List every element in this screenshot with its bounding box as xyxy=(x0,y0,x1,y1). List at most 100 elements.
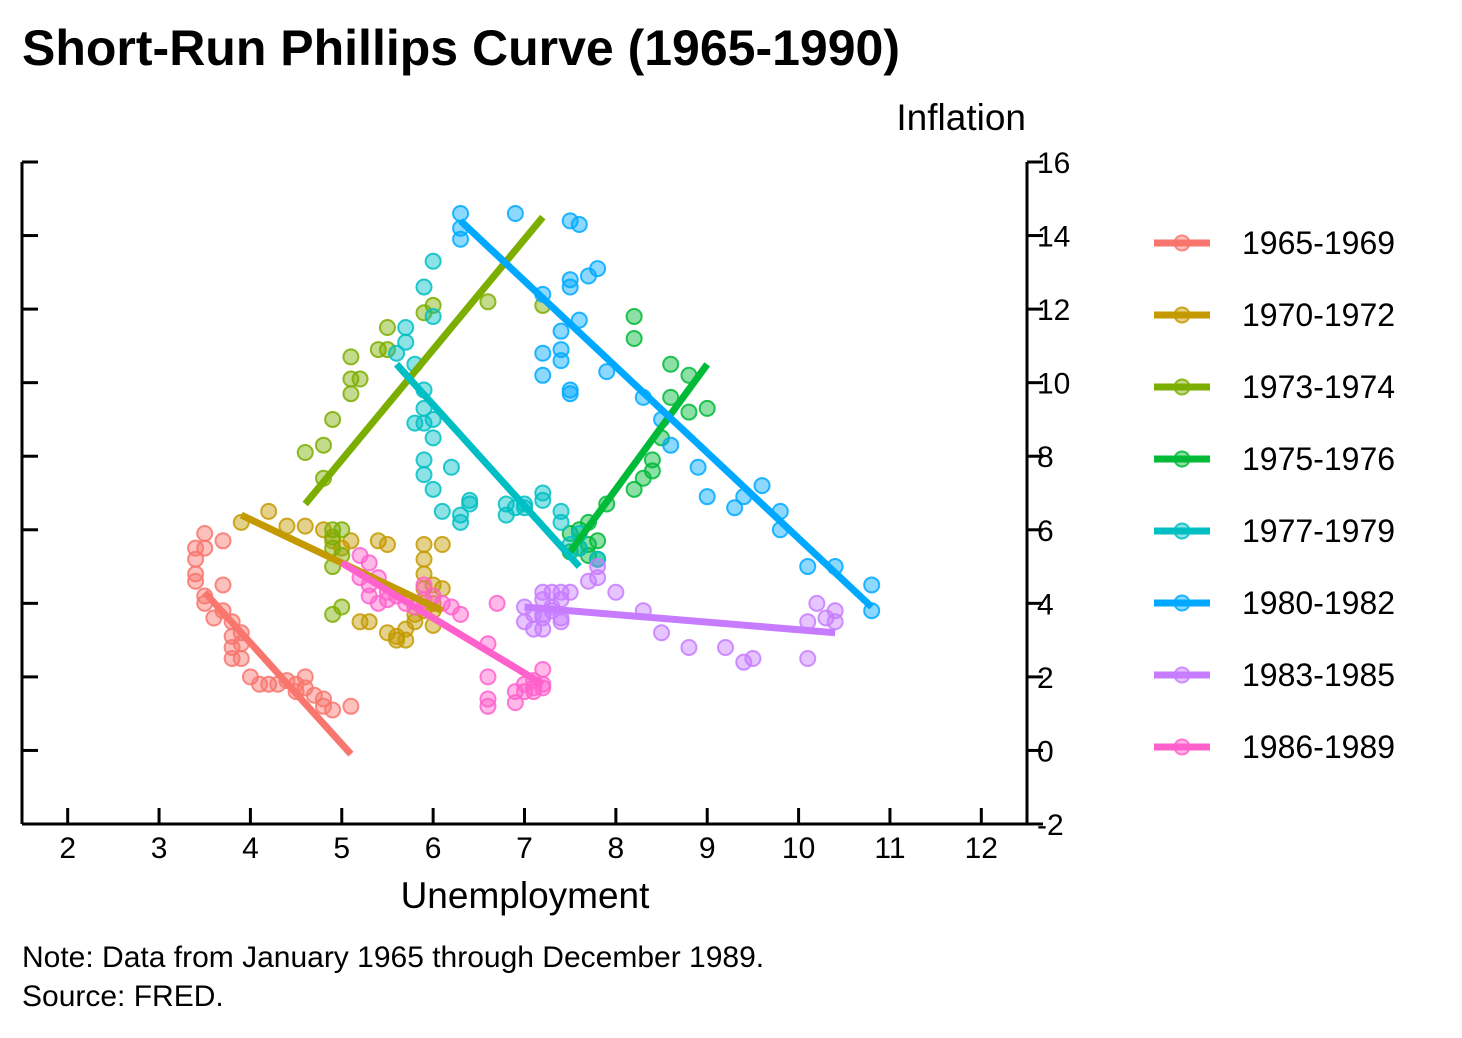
axes xyxy=(20,162,1029,826)
y-tick-label: 16 xyxy=(1037,147,1070,180)
scatter-points xyxy=(187,204,881,719)
point-1977-1979-21 xyxy=(461,495,479,513)
trend-line-1980-1982 xyxy=(458,218,875,610)
legend-swatch-point xyxy=(1173,522,1191,540)
y-tick-label: 6 xyxy=(1037,515,1054,548)
point-1973-1974-13 xyxy=(351,370,369,388)
point-1965-1969-9 xyxy=(214,576,232,594)
point-1970-1972-23 xyxy=(415,535,433,553)
point-1965-1969-30 xyxy=(315,697,332,715)
point-1983-1985-20 xyxy=(607,583,625,601)
x-tick-label: 12 xyxy=(965,832,998,865)
point-1965-1969-32 xyxy=(342,697,360,715)
point-1977-1979-16 xyxy=(433,502,451,520)
legend-label: 1986-1989 xyxy=(1242,729,1395,765)
legend-swatch-point xyxy=(1173,594,1191,612)
point-1965-1969-27 xyxy=(296,668,314,686)
point-1977-1979-12 xyxy=(424,307,442,325)
x-tick-label: 11 xyxy=(874,832,905,865)
point-1977-1979-19 xyxy=(452,513,470,531)
x-tick-label: 8 xyxy=(608,832,625,865)
legend-swatch-point xyxy=(1173,666,1191,684)
point-1975-1976-21 xyxy=(698,399,716,417)
x-axis-title: Unemployment xyxy=(401,875,651,916)
point-1986-1989-19 xyxy=(479,668,497,686)
point-1975-1976-11 xyxy=(625,330,643,348)
point-1975-1976-10 xyxy=(625,307,643,325)
legend-item-1965-1969: 1965-1969 xyxy=(1154,225,1395,261)
point-1980-1982-23 xyxy=(689,458,707,476)
point-1986-1989-17 xyxy=(452,605,470,623)
point-1983-1985-32 xyxy=(826,613,844,631)
point-1980-1982-24 xyxy=(698,488,716,506)
point-1980-1982-5 xyxy=(534,344,552,362)
legend-label: 1980-1982 xyxy=(1242,585,1395,621)
point-1980-1982-10 xyxy=(561,212,579,230)
point-1973-1974-9 xyxy=(333,598,351,616)
point-1975-1976-18 xyxy=(662,388,680,406)
point-1970-1972-7 xyxy=(342,532,360,550)
point-1980-1982-15 xyxy=(570,216,588,234)
point-1975-1976-20 xyxy=(680,403,698,421)
point-1983-1985-29 xyxy=(808,594,826,612)
point-1983-1985-13 xyxy=(552,613,570,631)
point-1980-1982-19 xyxy=(598,363,616,381)
point-1983-1985-28 xyxy=(799,650,817,667)
point-1973-1974-1 xyxy=(315,436,332,454)
x-tick-label: 3 xyxy=(151,832,168,865)
point-1980-1982-3 xyxy=(506,204,524,222)
chart-title: Short-Run Phillips Curve (1965-1990) xyxy=(22,20,900,76)
trend-line-1975-1976 xyxy=(567,362,711,554)
legend-item-1975-1976: 1975-1976 xyxy=(1154,441,1395,477)
legend-swatch-point xyxy=(1173,306,1191,324)
point-1986-1989-21 xyxy=(479,697,497,715)
point-1980-1982-12 xyxy=(561,278,579,296)
point-1977-1979-2 xyxy=(397,333,415,351)
point-1970-1972-27 xyxy=(433,535,451,553)
point-1980-1982-0 xyxy=(452,204,470,222)
y-tick-label: 8 xyxy=(1037,441,1054,474)
note-line: Note: Data from January 1965 through Dec… xyxy=(22,941,764,974)
point-1980-1982-14 xyxy=(561,385,579,403)
trend-line-1965-1969 xyxy=(202,589,354,757)
point-1977-1979-9 xyxy=(415,466,433,484)
point-1970-1972-12 xyxy=(378,535,396,553)
point-1975-1976-12 xyxy=(625,480,643,498)
legend-item-1986-1989: 1986-1989 xyxy=(1154,729,1395,765)
x-tick-label: 6 xyxy=(425,832,442,865)
point-1983-1985-24 xyxy=(717,638,734,656)
legend-label: 1973-1974 xyxy=(1242,369,1395,405)
point-1980-1982-2 xyxy=(452,230,470,248)
point-1965-1969-28 xyxy=(305,686,323,704)
legend-label: 1977-1979 xyxy=(1242,513,1395,549)
x-tick-label: 4 xyxy=(242,832,259,865)
point-1973-1974-10 xyxy=(342,385,360,403)
y-tick-label: 10 xyxy=(1037,368,1070,401)
y-tick-label: 14 xyxy=(1037,221,1070,254)
point-1975-1976-17 xyxy=(662,355,680,373)
point-1986-1989-24 xyxy=(506,694,524,712)
point-1965-1969-31 xyxy=(324,701,342,719)
trend-line-1983-1985 xyxy=(524,603,836,637)
point-1973-1974-0 xyxy=(296,444,314,462)
point-1977-1979-15 xyxy=(424,480,442,498)
point-1983-1985-16 xyxy=(552,583,570,601)
legend-item-1977-1979: 1977-1979 xyxy=(1154,513,1395,549)
point-1983-1985-25 xyxy=(735,653,753,671)
point-1965-1969-2 xyxy=(196,524,214,542)
legend-label: 1975-1976 xyxy=(1242,441,1395,477)
x-axis-ticks: 2 3 4 5 6 7 8 9 10 11 12 xyxy=(59,808,998,865)
legend-item-1970-1972: 1970-1972 xyxy=(1154,297,1395,333)
trend-line-1986-1989 xyxy=(339,559,545,688)
point-1986-1989-6 xyxy=(369,594,387,612)
point-1980-1982-7 xyxy=(552,322,570,340)
point-1977-1979-0 xyxy=(388,344,406,362)
legend-item-1973-1974: 1973-1974 xyxy=(1154,369,1395,405)
point-1977-1979-1 xyxy=(397,319,415,336)
legend: 1965-1969 1970-1972 1973-1974 1975-1976 1977… xyxy=(1154,225,1395,765)
legend-swatch-point xyxy=(1173,450,1191,468)
legend-swatch-point xyxy=(1173,378,1191,396)
x-tick-label: 9 xyxy=(699,832,716,865)
point-1965-1969-5 xyxy=(187,572,205,590)
y-tick-label: 0 xyxy=(1037,735,1054,768)
